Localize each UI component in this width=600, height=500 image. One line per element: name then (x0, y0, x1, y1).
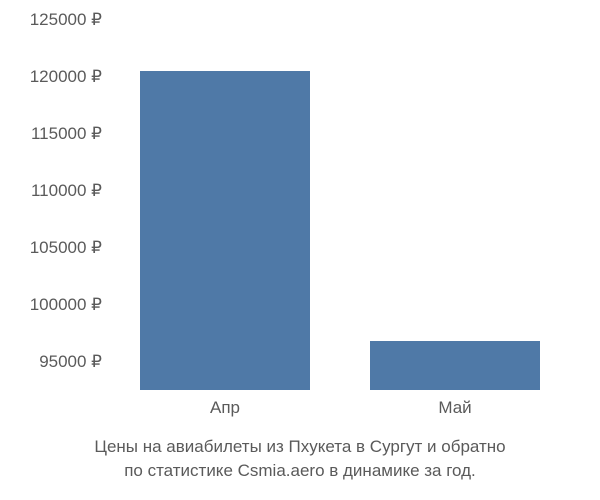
x-axis-tick: Май (438, 398, 471, 418)
y-axis-tick: 100000 ₽ (30, 295, 102, 315)
bar (140, 71, 310, 390)
caption-line-2: по статистике Csmia.aero в динамике за г… (124, 461, 476, 480)
price-chart: 95000 ₽ 100000 ₽ 105000 ₽ 110000 ₽ 115000 ₽ 1… (0, 0, 600, 500)
caption-line-1: Цены на авиабилеты из Пхукета в Сургут и… (94, 437, 505, 456)
x-axis-tick: Апр (210, 398, 240, 418)
y-axis-tick: 95000 ₽ (39, 352, 102, 372)
y-axis-tick: 115000 ₽ (31, 124, 102, 144)
y-axis-tick: 125000 ₽ (30, 10, 102, 30)
bar (370, 341, 540, 390)
plot-area (110, 20, 570, 390)
y-axis-tick: 105000 ₽ (30, 238, 102, 258)
y-axis-tick: 110000 ₽ (31, 181, 102, 201)
y-axis-tick: 120000 ₽ (30, 67, 102, 87)
chart-caption: Цены на авиабилеты из Пхукета в Сургут и… (0, 435, 600, 483)
